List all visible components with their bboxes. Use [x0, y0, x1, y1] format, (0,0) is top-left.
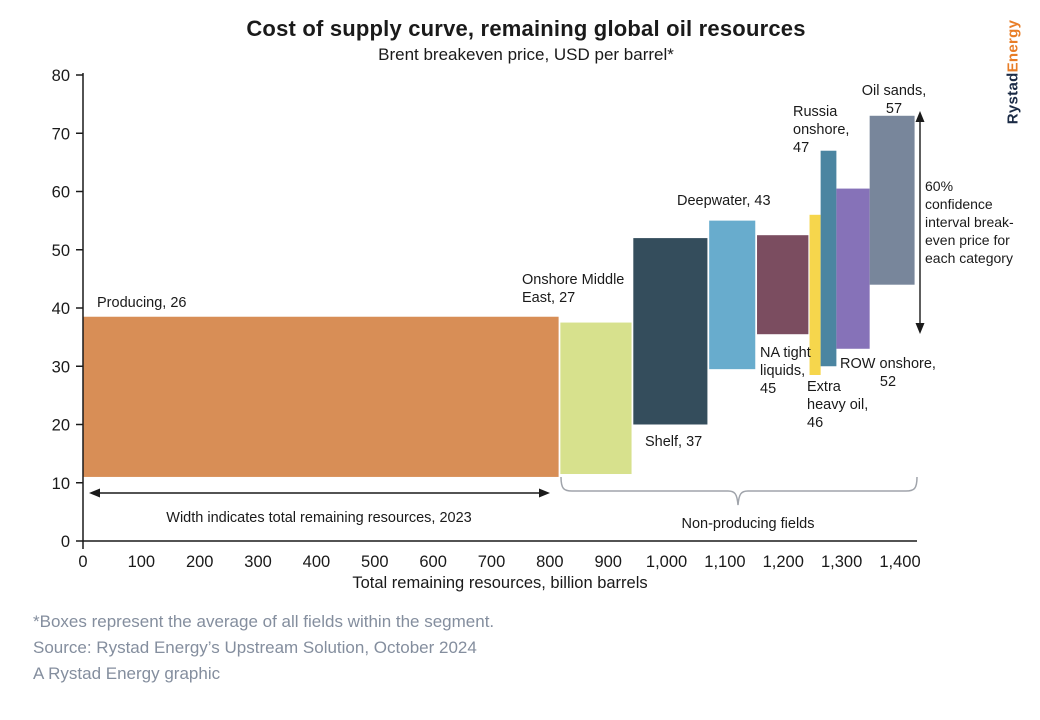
y-tick-label: 60 — [52, 184, 70, 202]
bar-na-tight-liquids — [757, 235, 809, 335]
bar-label-oil-sands: Oil sands, — [862, 83, 926, 99]
y-tick-label: 80 — [52, 67, 70, 85]
bar-label-row-onshore: 52 — [880, 374, 896, 390]
width-arrow-label: Width indicates total remaining resource… — [166, 510, 471, 526]
y-tick-label: 70 — [52, 125, 70, 143]
bar-deepwater — [709, 220, 756, 370]
bar-extra-heavy-oil — [809, 214, 821, 375]
bar-label-russia-onshore: Russia — [793, 104, 838, 120]
bar-label-shelf: Shelf, 37 — [645, 434, 702, 450]
x-tick-label: 0 — [78, 553, 87, 571]
x-axis-title: Total remaining resources, billion barre… — [352, 574, 648, 592]
width-arrow-head-left — [89, 488, 100, 498]
x-tick-label: 100 — [128, 553, 156, 571]
width-arrow-head-right — [539, 488, 550, 498]
bar-label-na-tight-liquids: liquids, — [760, 363, 805, 379]
bar-label-extra-heavy-oil: 46 — [807, 415, 823, 431]
x-tick-label: 1,000 — [646, 553, 687, 571]
footnote-source: Source: Rystad Energy’s Upstream Solutio… — [33, 638, 477, 657]
x-tick-label: 700 — [478, 553, 506, 571]
bar-label-russia-onshore: onshore, — [793, 122, 849, 138]
y-tick-label: 30 — [52, 358, 70, 376]
bar-onshore-middle-east — [560, 322, 632, 475]
confidence-arrow-head-top — [915, 111, 925, 122]
chart-subtitle: Brent breakeven price, USD per barrel* — [378, 45, 674, 64]
x-tick-label: 800 — [536, 553, 564, 571]
chart-header: Cost of supply curve, remaining global o… — [0, 16, 1040, 65]
x-tick-label: 400 — [303, 553, 331, 571]
bar-label-na-tight-liquids: NA tight — [760, 345, 811, 361]
non-producing-label: Non-producing fields — [682, 516, 815, 532]
bar-label-row-onshore: ROW onshore, — [840, 356, 936, 372]
bar-row-onshore — [836, 188, 870, 349]
bar-label-onshore-middle-east: East, 27 — [522, 290, 575, 306]
bar-label-extra-heavy-oil: heavy oil, — [807, 397, 868, 413]
footnotes: *Boxes represent the average of all fiel… — [33, 609, 494, 687]
footnote-boxes: *Boxes represent the average of all fiel… — [33, 612, 495, 631]
x-tick-label: 1,100 — [704, 553, 745, 571]
confidence-note-line: each category — [925, 250, 1013, 266]
confidence-note-line: even price for — [925, 232, 1010, 248]
confidence-note-line: confidence — [925, 196, 993, 212]
bar-russia-onshore — [820, 150, 837, 367]
bar-label-extra-heavy-oil: Extra — [807, 379, 842, 395]
bar-producing — [83, 316, 559, 477]
x-tick-label: 500 — [361, 553, 389, 571]
x-tick-label: 1,300 — [821, 553, 862, 571]
y-tick-label: 50 — [52, 242, 70, 260]
x-tick-label: 600 — [419, 553, 447, 571]
confidence-arrow-head-bottom — [915, 323, 925, 334]
bar-shelf — [633, 238, 708, 425]
x-tick-label: 300 — [244, 553, 272, 571]
chart-title: Cost of supply curve, remaining global o… — [246, 16, 806, 41]
bar-label-na-tight-liquids: 45 — [760, 381, 776, 397]
y-tick-label: 20 — [52, 417, 70, 435]
confidence-note-line: 60% — [925, 178, 953, 194]
y-tick-label: 10 — [52, 475, 70, 493]
bar-label-producing: Producing, 26 — [97, 295, 186, 311]
footnote-credit: A Rystad Energy graphic — [33, 664, 221, 683]
x-tick-label: 200 — [186, 553, 214, 571]
confidence-note-line: interval break- — [925, 214, 1014, 230]
y-tick-label: 40 — [52, 300, 70, 318]
bar-label-deepwater: Deepwater, 43 — [677, 193, 771, 209]
non-producing-brace — [560, 476, 918, 506]
bar-label-oil-sands: 57 — [886, 101, 902, 117]
x-tick-label: 900 — [594, 553, 622, 571]
x-tick-label: 1,200 — [763, 553, 804, 571]
x-tick-label: 1,400 — [879, 553, 920, 571]
bar-label-onshore-middle-east: Onshore Middle — [522, 272, 624, 288]
bar-oil-sands — [869, 115, 915, 285]
y-tick-label: 0 — [61, 533, 70, 551]
bar-label-russia-onshore: 47 — [793, 140, 809, 156]
